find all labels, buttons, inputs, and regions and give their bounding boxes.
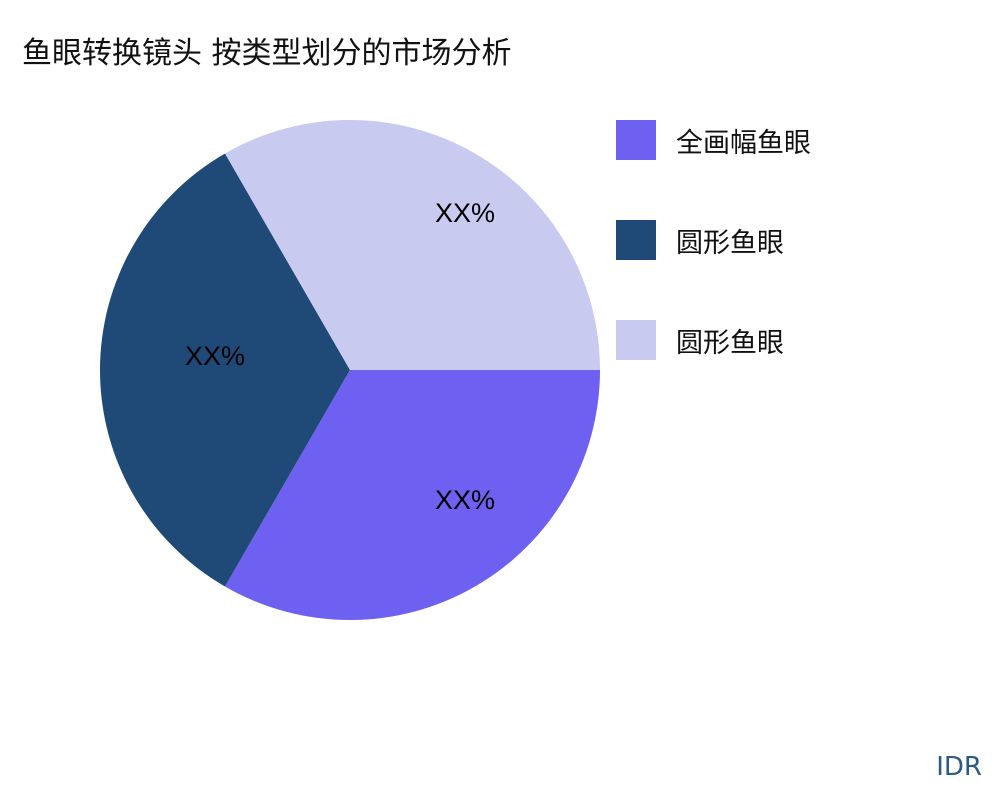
brand-logo-text: IDR — [936, 752, 982, 782]
pie-slice — [225, 370, 600, 620]
slice-data-label: XX% — [435, 485, 495, 515]
legend-label: 全画幅鱼眼 — [676, 127, 811, 159]
legend-item: 圆形鱼眼 — [616, 220, 784, 260]
legend-item: 全画幅鱼眼 — [616, 120, 811, 160]
legend-label: 圆形鱼眼 — [676, 327, 784, 359]
chart-title: 鱼眼转换镜头 按类型划分的市场分析 — [22, 36, 512, 71]
legend-swatch — [616, 220, 656, 260]
legend-item: 圆形鱼眼 — [616, 320, 784, 360]
legend-label: 圆形鱼眼 — [676, 227, 784, 259]
slice-data-label: XX% — [185, 341, 245, 371]
slice-data-label: XX% — [435, 198, 495, 228]
legend-swatch — [616, 320, 656, 360]
legend-swatch — [616, 120, 656, 160]
pie-slice — [225, 119, 600, 370]
